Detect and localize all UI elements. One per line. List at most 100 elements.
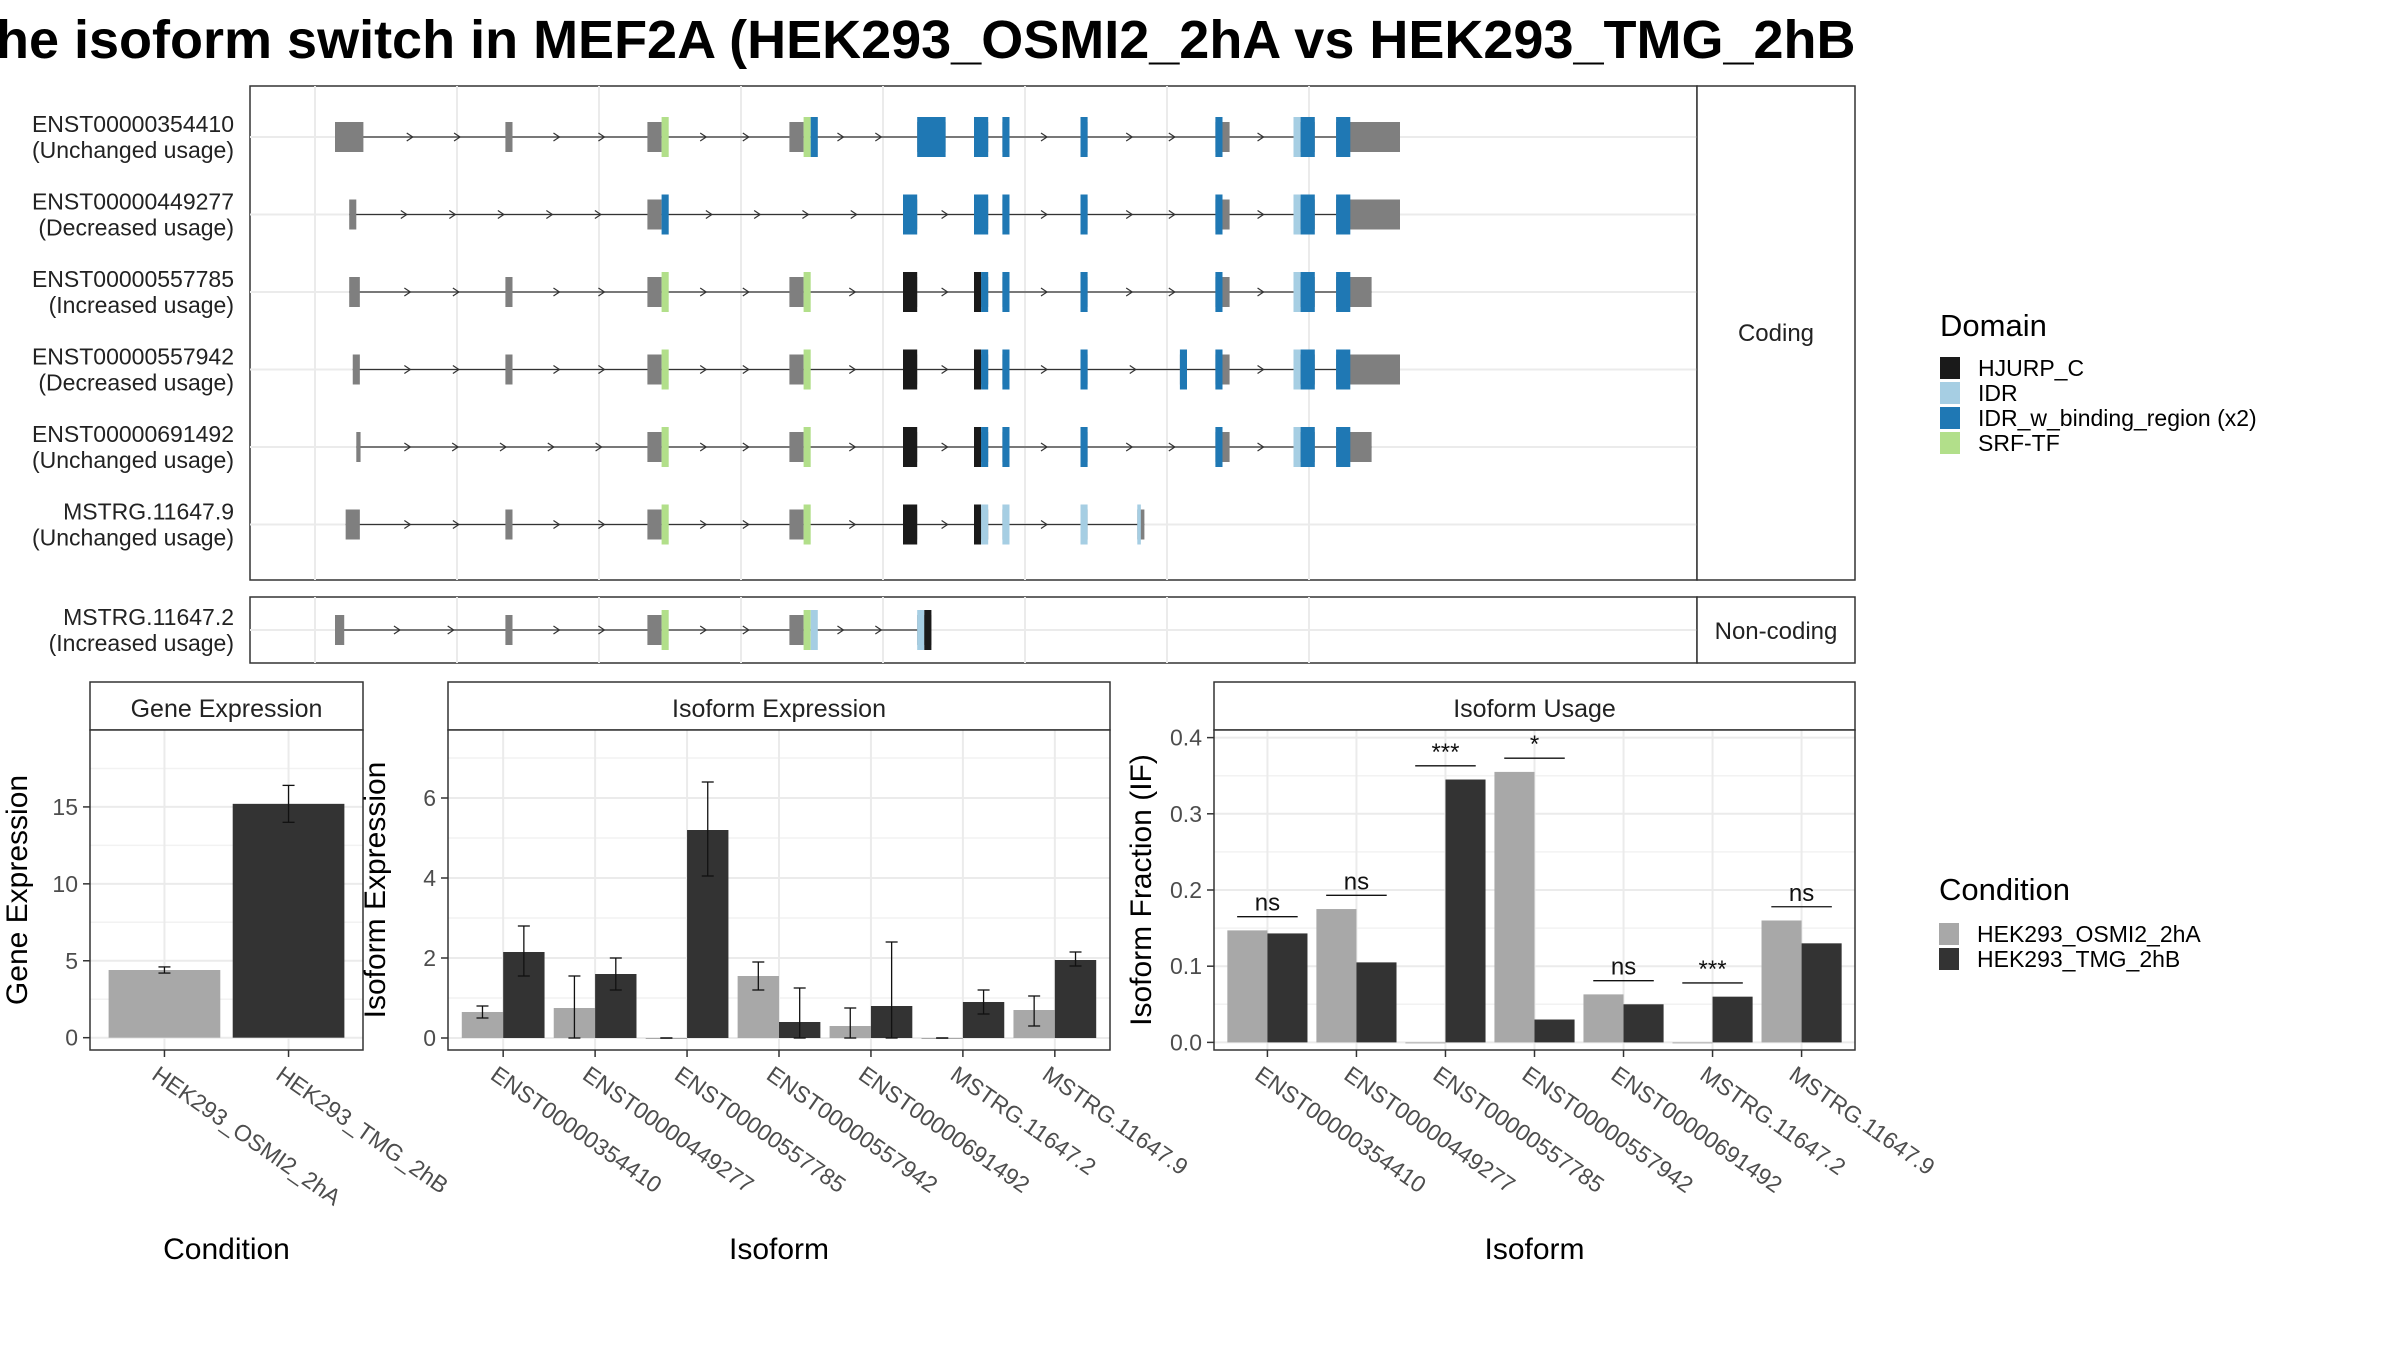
intron-direction-arrow — [1040, 520, 1049, 529]
intron-direction-arrow — [1168, 210, 1176, 219]
intron-direction-arrow — [1168, 287, 1176, 297]
legend-swatch — [1939, 948, 1959, 970]
intron-direction-arrow — [404, 442, 412, 452]
intron-direction-arrow — [404, 287, 412, 297]
intron-direction-arrow — [404, 520, 412, 529]
domain-idr_w_binding_region — [1336, 117, 1351, 157]
intron-direction-arrow — [594, 210, 602, 219]
y-tick-label: 0.1 — [1170, 953, 1202, 979]
intron-direction-arrow — [699, 287, 708, 297]
bar — [1712, 996, 1753, 1043]
intron-direction-arrow — [848, 442, 857, 452]
domain-idr — [1002, 504, 1010, 545]
domain-hjurp_c — [924, 610, 932, 650]
transcript-usage-label: (Increased usage) — [49, 630, 234, 656]
intron-direction-arrow — [1040, 287, 1049, 297]
transcript-usage-label: (Decreased usage) — [38, 215, 234, 241]
intron-direction-arrow — [1125, 132, 1134, 142]
intron-direction-arrow — [1257, 132, 1265, 142]
intron-direction-arrow — [699, 442, 708, 452]
exon — [647, 199, 662, 230]
significance-label: ns — [1789, 880, 1814, 907]
intron-direction-arrow — [848, 520, 857, 529]
legend-label: IDR — [1978, 380, 2018, 406]
exon — [647, 354, 662, 385]
intron-direction-arrow — [598, 287, 606, 297]
intron-direction-arrow — [598, 625, 606, 635]
domain-idr_w_binding_region — [981, 427, 989, 467]
domain-idr_w_binding_region — [661, 194, 669, 235]
domain-hjurp_c — [974, 272, 982, 312]
bar — [108, 970, 221, 1038]
intron-direction-arrow — [497, 210, 505, 219]
intron-direction-arrow — [553, 365, 561, 374]
intron-direction-arrow — [1129, 365, 1137, 374]
intron-direction-arrow — [553, 287, 561, 297]
x-tick-label: ENST00000354410 — [486, 1061, 666, 1198]
intron-direction-arrow — [742, 132, 750, 142]
intron-direction-arrow — [451, 442, 460, 452]
intron-direction-arrow — [452, 287, 460, 297]
domain-idr_w_binding_region — [974, 117, 989, 157]
domain-idr_w_binding_region — [1215, 427, 1223, 467]
intron-direction-arrow — [742, 365, 750, 374]
domain-srf-tf — [661, 610, 669, 650]
intron-direction-arrow — [699, 132, 708, 142]
domain-idr — [981, 504, 989, 545]
domain-idr_w_binding_region — [1215, 272, 1223, 312]
intron-direction-arrow — [699, 625, 708, 635]
coding-strip-label: Coding — [1738, 320, 1814, 347]
exon — [789, 432, 804, 462]
intron-direction-arrow — [848, 287, 857, 297]
exon — [647, 277, 662, 307]
y-tick-label: 0.4 — [1170, 725, 1202, 751]
exon — [335, 122, 364, 152]
exon — [335, 615, 345, 645]
bar — [1761, 920, 1802, 1043]
intron-direction-arrow — [595, 442, 603, 452]
transcript-usage-label: (Decreased usage) — [38, 370, 234, 396]
domain-idr_w_binding_region — [917, 117, 946, 157]
y-tick-label: 15 — [52, 794, 78, 820]
intron-direction-arrow — [1257, 287, 1265, 297]
domain-idr_w_binding_region — [1300, 117, 1315, 157]
domain-srf-tf — [803, 427, 811, 467]
domain-srf-tf — [661, 349, 669, 390]
domain-hjurp_c — [903, 504, 918, 545]
intron-direction-arrow — [742, 442, 750, 452]
exon — [789, 354, 804, 385]
legend-label: SRF-TF — [1978, 430, 2060, 456]
intron-direction-arrow — [449, 210, 457, 219]
domain-idr_w_binding_region — [1002, 427, 1010, 467]
exon — [505, 122, 513, 152]
domain-hjurp_c — [903, 349, 918, 390]
intron-direction-arrow — [941, 365, 949, 374]
domain-srf-tf — [803, 610, 811, 650]
intron-direction-arrow — [553, 625, 561, 635]
significance-label: ns — [1611, 954, 1636, 981]
coding-panel — [249, 85, 1698, 581]
intron-direction-arrow — [1168, 132, 1176, 142]
exon — [349, 199, 357, 230]
significance-label: *** — [1699, 956, 1727, 983]
intron-direction-arrow — [941, 520, 949, 529]
exon — [647, 122, 662, 152]
y-tick-label: 0 — [423, 1025, 436, 1051]
intron-direction-arrow — [875, 132, 883, 142]
domain-idr_w_binding_region — [1300, 194, 1315, 235]
domain-idr_w_binding_region — [1336, 272, 1351, 312]
x-axis-title: Condition — [163, 1233, 290, 1266]
legend-swatch — [1940, 407, 1960, 429]
noncoding-strip — [1696, 596, 1856, 664]
exon — [345, 509, 360, 540]
legend-title: Domain — [1940, 308, 2047, 343]
transcript-MSTRG.11647.9 — [345, 504, 1145, 545]
chart-title: Isoform Expression — [672, 695, 886, 723]
x-axis-title: Isoform — [1484, 1233, 1584, 1266]
domain-idr — [917, 610, 925, 650]
transcript-id-label: ENST00000557942 — [32, 344, 234, 370]
y-tick-label: 10 — [52, 871, 78, 897]
